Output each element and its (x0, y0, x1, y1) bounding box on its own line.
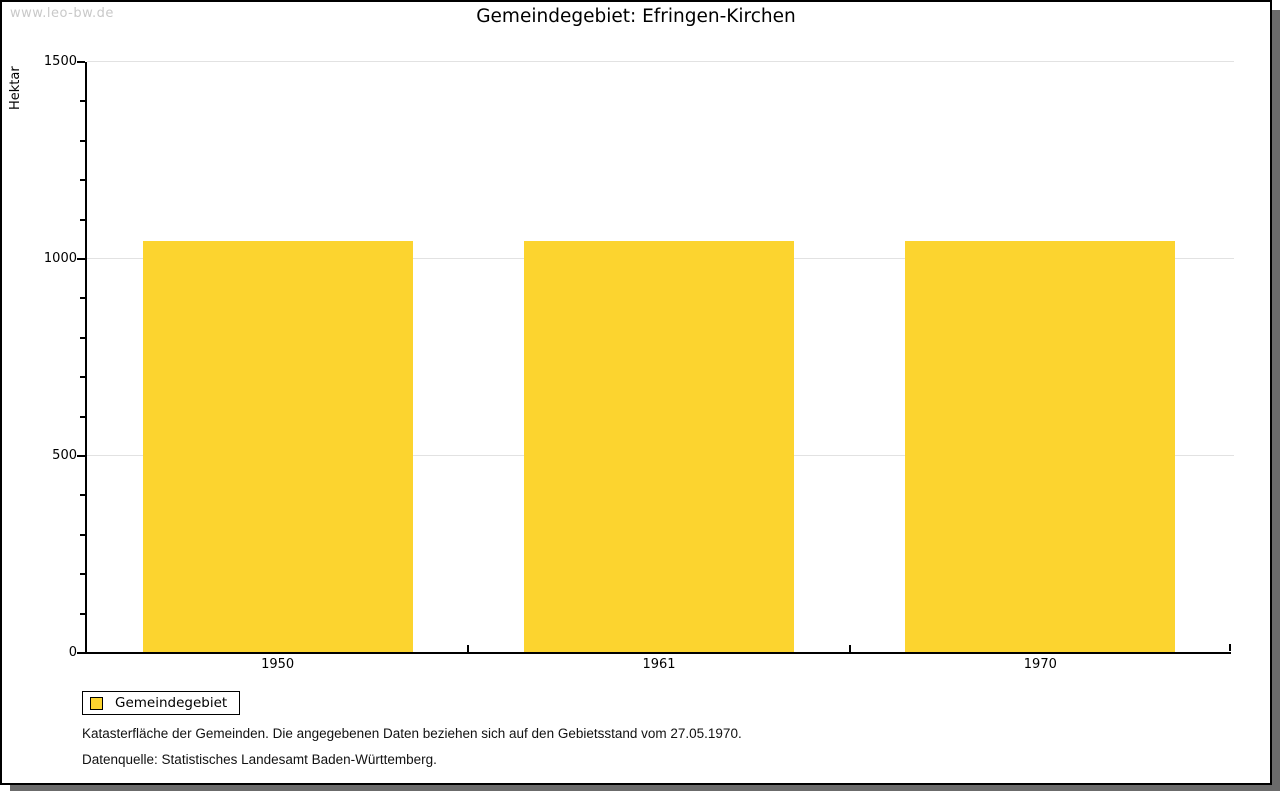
y-minor-tick-200 (80, 573, 85, 576)
y-tick-label-500: 500 (52, 448, 77, 463)
bar-1970 (905, 241, 1176, 653)
y-minor-tick-900 (80, 297, 85, 300)
bar-1961 (524, 241, 794, 653)
x-axis-end-tick (1229, 644, 1231, 651)
x-tick-label-1970: 1970 (1023, 657, 1057, 672)
y-tick-label-0: 0 (68, 645, 77, 660)
plot-area: 0 500 1000 1500 1950 1961 1970 (2, 2, 1270, 783)
y-tick-0 (77, 652, 85, 654)
y-tick-1500 (77, 61, 85, 63)
y-minor-tick-1100 (80, 218, 85, 221)
gridline-y-1500 (87, 61, 1234, 62)
frame-shadow-right (1272, 10, 1280, 791)
frame-shadow-bottom (10, 785, 1280, 791)
x-tick-label-1950: 1950 (261, 657, 295, 672)
y-tick-label-1500: 1500 (43, 54, 77, 69)
y-minor-tick-1400 (80, 100, 85, 103)
y-minor-tick-700 (80, 376, 85, 379)
legend-swatch (90, 696, 103, 710)
y-tick-500 (77, 455, 85, 457)
y-minor-tick-800 (80, 336, 85, 339)
legend-box: Gemeindegebiet (82, 691, 241, 715)
bar-1950 (142, 241, 413, 653)
y-minor-tick-100 (80, 612, 85, 615)
y-minor-tick-400 (80, 494, 85, 497)
footnote-source-note: Katasterfläche der Gemeinden. Die angege… (82, 726, 742, 741)
y-tick-1000 (77, 258, 85, 260)
x-tick-label-1961: 1961 (642, 657, 676, 672)
legend-label: Gemeindegebiet (115, 695, 228, 711)
y-minor-tick-1300 (80, 139, 85, 142)
chart-title: Gemeindegebiet: Efringen-Kirchen (476, 6, 796, 27)
watermark-text: www.leo-bw.de (10, 6, 114, 21)
x-separator-tick-2 (848, 645, 851, 652)
y-minor-tick-300 (80, 533, 85, 536)
y-tick-label-1000: 1000 (43, 251, 77, 266)
footnote-datasource: Datenquelle: Statistisches Landesamt Bad… (82, 752, 437, 767)
y-axis-line (85, 62, 87, 654)
y-minor-tick-1200 (80, 179, 85, 182)
x-axis-line (85, 652, 1231, 654)
y-minor-tick-600 (80, 415, 85, 418)
x-separator-tick-1 (467, 645, 470, 652)
